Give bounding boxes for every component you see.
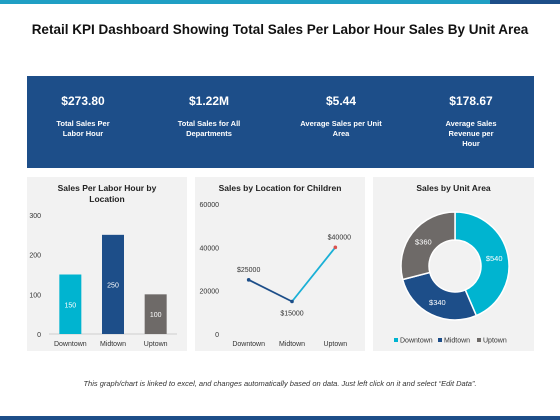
donut-slice <box>401 271 478 321</box>
kpi-value: $273.80 <box>61 94 105 108</box>
y-tick-label: 0 <box>37 332 41 339</box>
slice-value-label: $360 <box>415 238 432 247</box>
data-label: $40000 <box>328 234 351 241</box>
top-accent-bar-dark <box>490 0 560 4</box>
legend-swatch <box>438 338 442 342</box>
legend-label: Midtown <box>444 338 470 345</box>
bar-value-label: 100 <box>150 312 162 319</box>
footer-note: This graph/chart is linked to excel, and… <box>83 379 477 388</box>
line-chart-panel: Sales by Location for Children 0 20000 400… <box>195 177 365 351</box>
bar <box>102 234 124 334</box>
legend-swatch <box>394 338 398 342</box>
y-tick-label: 300 <box>29 213 41 220</box>
y-tick-label: 60000 <box>200 202 220 209</box>
kpi-value: $5.44 <box>325 94 357 108</box>
bar-chart: 0 100 200 300 150 Downtown 250 Midtown 100 Uptown <box>29 213 177 348</box>
x-tick-label: Midtown <box>279 341 305 348</box>
y-tick-label: 20000 <box>200 289 220 296</box>
data-label: $15000 <box>280 311 303 318</box>
kpi-label: Total Sales for All Departments <box>177 119 241 138</box>
bottom-accent-bar <box>0 416 560 420</box>
x-tick-label: Midtown <box>100 341 126 348</box>
x-tick-label: Uptown <box>144 341 168 348</box>
line-chart: 0 20000 40000 60000 $25000 Downtown $15000 Midt… <box>200 202 352 348</box>
top-accent-bar <box>0 0 560 4</box>
legend-label: Downtown <box>400 338 433 345</box>
kpi-value: $1.22M <box>188 94 230 108</box>
donut-chart-panel: Sales by Unit Area $540 $340 $360 Downtown M… <box>373 177 534 351</box>
y-tick-label: 200 <box>29 253 41 260</box>
page-title: Retail KPI Dashboard Showing Total Sales… <box>31 22 529 37</box>
data-label: $25000 <box>237 267 260 274</box>
y-tick-label: 40000 <box>200 245 220 252</box>
bar-value-label: 250 <box>107 282 119 289</box>
data-point <box>246 278 251 282</box>
data-point <box>290 299 294 304</box>
bar-chart-panel: Sales Per Labor Hour by Location 0 100 200… <box>27 177 187 351</box>
kpi-label: Average Sales per Unit Area <box>300 119 382 138</box>
bar <box>144 294 167 334</box>
legend-swatch <box>477 338 481 342</box>
y-tick-label: 0 <box>215 332 219 339</box>
kpi-value: $178.67 <box>449 94 493 108</box>
slice-value-label: $340 <box>429 298 446 307</box>
x-tick-label: Downtown <box>54 341 87 348</box>
series-line-segment <box>248 279 293 303</box>
x-tick-label: Downtown <box>232 341 265 348</box>
data-point <box>333 245 338 250</box>
line-chart-title: Sales by Location for Children <box>218 183 342 193</box>
x-tick-label: Uptown <box>323 341 347 348</box>
bar <box>59 274 82 334</box>
legend-label: Uptown <box>483 338 507 345</box>
series-line-segment <box>291 246 337 303</box>
donut-slice <box>400 211 456 281</box>
donut-slice <box>454 211 510 317</box>
donut-chart: $540 $340 $360 Downtown Midtown Uptown <box>394 211 510 345</box>
slice-value-label: $540 <box>486 254 503 263</box>
y-tick-label: 100 <box>29 292 41 299</box>
donut-chart-title: Sales by Unit Area <box>416 183 491 193</box>
bar-chart-title: Sales Per Labor Hour by Location <box>57 183 157 204</box>
kpi-band: $273.80 Total Sales Per Labor Hour $1.22… <box>27 76 534 168</box>
kpi-label: Total Sales Per Labor Hour <box>56 119 110 138</box>
kpi-label: Average Sales Revenue per Hour <box>445 119 497 148</box>
bar-value-label: 150 <box>64 302 76 309</box>
